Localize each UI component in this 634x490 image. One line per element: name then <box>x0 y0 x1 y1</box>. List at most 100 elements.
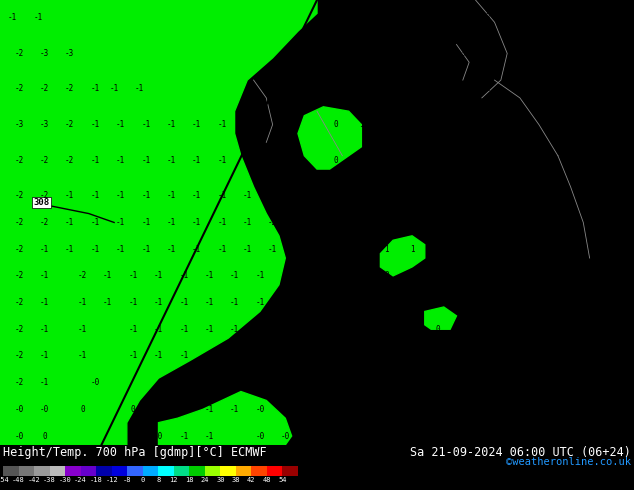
Text: -1: -1 <box>243 191 252 200</box>
Text: -0: -0 <box>15 405 23 414</box>
Text: -1: -1 <box>192 120 201 129</box>
Text: 3: 3 <box>486 13 491 23</box>
Text: -1: -1 <box>167 120 176 129</box>
Text: -1: -1 <box>243 156 252 165</box>
Bar <box>236 466 252 476</box>
Text: -1: -1 <box>256 271 264 280</box>
Text: -0: -0 <box>205 378 214 387</box>
Text: -1: -1 <box>91 245 100 254</box>
Text: -1: -1 <box>268 245 277 254</box>
Text: -2: -2 <box>15 325 23 334</box>
Text: 1: 1 <box>359 156 364 165</box>
Text: -1: -1 <box>205 432 214 441</box>
Text: 30: 30 <box>216 477 224 483</box>
Text: -1: -1 <box>167 191 176 200</box>
Text: -1: -1 <box>110 84 119 94</box>
Text: 1: 1 <box>549 298 554 307</box>
Text: 0: 0 <box>42 432 47 441</box>
Text: 2: 2 <box>524 191 529 200</box>
Bar <box>96 466 112 476</box>
Text: 0: 0 <box>384 218 389 227</box>
Text: 1: 1 <box>333 84 339 94</box>
Text: 2: 2 <box>574 120 579 129</box>
Text: 2: 2 <box>435 13 440 23</box>
Text: -1: -1 <box>332 405 340 414</box>
Text: -0: -0 <box>408 378 417 387</box>
Text: -1: -1 <box>230 351 239 361</box>
Bar <box>18 466 34 476</box>
Bar <box>34 466 49 476</box>
Text: -2: -2 <box>65 156 74 165</box>
Text: 1: 1 <box>549 245 554 254</box>
Text: 1: 1 <box>333 13 339 23</box>
Text: -1: -1 <box>256 298 264 307</box>
Text: 18: 18 <box>185 477 193 483</box>
Text: -1: -1 <box>91 156 100 165</box>
Text: 2: 2 <box>600 49 605 58</box>
Text: -1: -1 <box>243 218 252 227</box>
Text: 0: 0 <box>333 120 339 129</box>
Text: -1: -1 <box>205 351 214 361</box>
Text: 3: 3 <box>486 49 491 58</box>
Text: -1: -1 <box>192 156 201 165</box>
Text: 0: 0 <box>359 245 364 254</box>
Text: 1: 1 <box>460 191 465 200</box>
Polygon shape <box>0 0 317 445</box>
Text: 4: 4 <box>600 13 605 23</box>
Text: -0: -0 <box>179 378 188 387</box>
Text: -0: -0 <box>332 298 340 307</box>
Text: -0: -0 <box>281 405 290 414</box>
Text: -2: -2 <box>15 351 23 361</box>
Text: -1: -1 <box>103 271 112 280</box>
Text: 2: 2 <box>524 120 529 129</box>
Text: 1: 1 <box>549 218 554 227</box>
Text: 1: 1 <box>460 156 465 165</box>
Text: -2: -2 <box>15 191 23 200</box>
Text: -1: -1 <box>129 298 138 307</box>
Text: -0: -0 <box>382 298 391 307</box>
Text: -1: -1 <box>116 156 125 165</box>
Text: 1: 1 <box>333 218 339 227</box>
Text: 2: 2 <box>384 84 389 94</box>
Text: 3: 3 <box>435 49 440 58</box>
Text: -1: -1 <box>230 271 239 280</box>
Text: 0: 0 <box>384 191 389 200</box>
Text: 1: 1 <box>486 191 491 200</box>
Text: -2: -2 <box>15 84 23 94</box>
Text: 2: 2 <box>410 84 415 94</box>
Text: -1: -1 <box>179 405 188 414</box>
Text: 1: 1 <box>384 245 389 254</box>
Text: -1: -1 <box>167 245 176 254</box>
Text: -1: -1 <box>65 218 74 227</box>
Text: -1: -1 <box>281 325 290 334</box>
Text: -3: -3 <box>65 49 74 58</box>
Text: -3: -3 <box>40 120 49 129</box>
Text: -0: -0 <box>357 405 366 414</box>
Text: 0: 0 <box>435 245 440 254</box>
Text: 1: 1 <box>435 156 440 165</box>
Text: 0: 0 <box>549 271 554 280</box>
Text: -1: -1 <box>141 120 150 129</box>
Text: -2: -2 <box>15 245 23 254</box>
Text: 1: 1 <box>359 120 364 129</box>
Text: 0: 0 <box>473 245 478 254</box>
Text: 2: 2 <box>384 49 389 58</box>
Text: 12: 12 <box>169 477 178 483</box>
Text: 54: 54 <box>278 477 287 483</box>
Bar <box>81 466 96 476</box>
Text: 1: 1 <box>156 405 161 414</box>
Text: -1: -1 <box>192 191 201 200</box>
Text: 1: 1 <box>410 120 415 129</box>
Text: 3: 3 <box>524 13 529 23</box>
Text: -3: -3 <box>40 49 49 58</box>
Text: 24: 24 <box>200 477 209 483</box>
Text: -1: -1 <box>230 405 239 414</box>
Text: 1: 1 <box>384 156 389 165</box>
Text: ©weatheronline.co.uk: ©weatheronline.co.uk <box>506 457 631 467</box>
Text: 48: 48 <box>262 477 271 483</box>
Text: -0: -0 <box>408 298 417 307</box>
Text: 2: 2 <box>460 13 465 23</box>
Text: -2: -2 <box>65 120 74 129</box>
Text: -2: -2 <box>40 156 49 165</box>
Text: -1: -1 <box>256 325 264 334</box>
